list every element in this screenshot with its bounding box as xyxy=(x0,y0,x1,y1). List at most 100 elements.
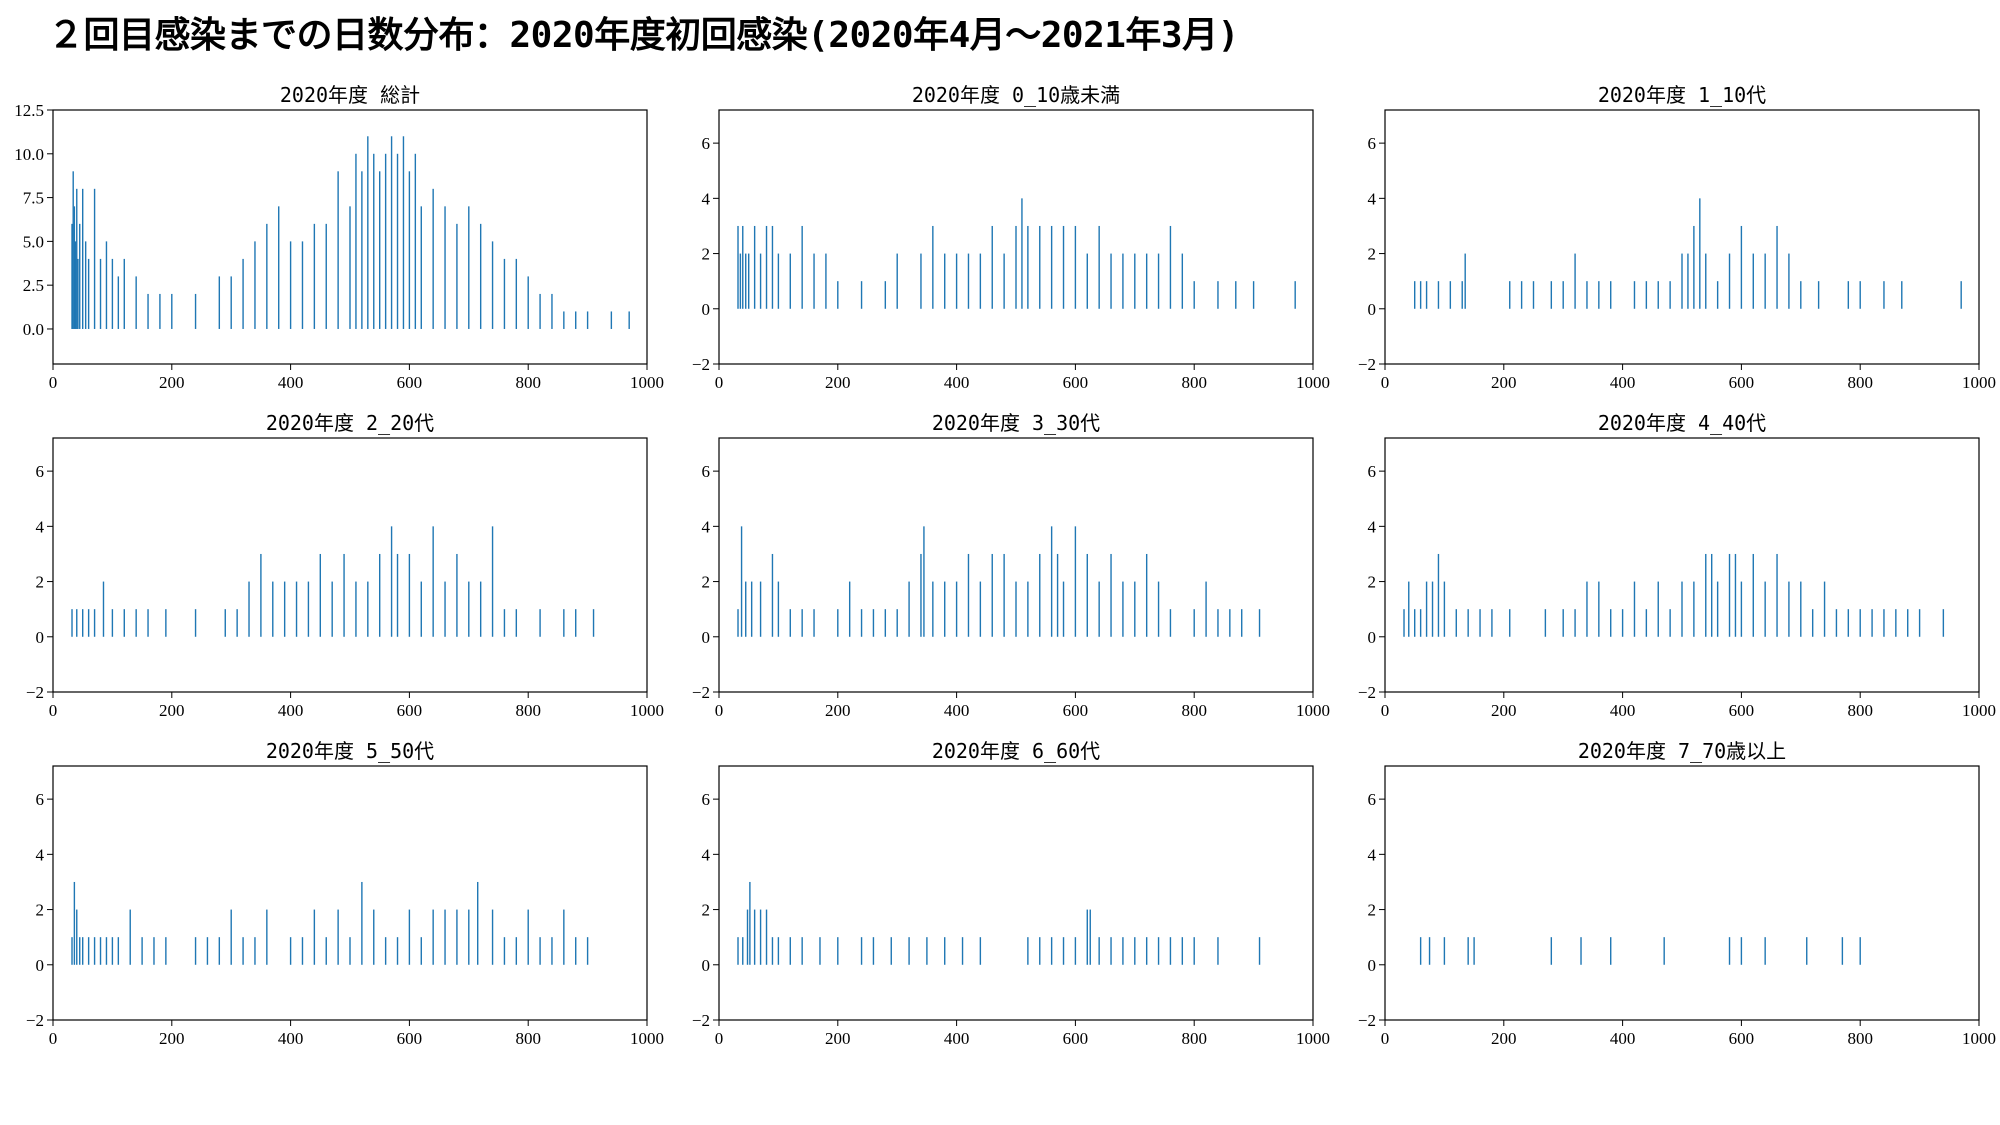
bar xyxy=(1039,553,1041,637)
x-tick-label: 400 xyxy=(278,1029,304,1048)
bar xyxy=(1425,581,1428,637)
bar xyxy=(373,909,375,965)
bar xyxy=(468,909,470,965)
plot-frame xyxy=(1384,109,1980,365)
bar xyxy=(1414,281,1416,309)
bar xyxy=(373,153,375,329)
x-tick-label: 600 xyxy=(1729,1029,1755,1048)
y-tick-label: 6 xyxy=(702,790,711,809)
bar xyxy=(444,206,446,329)
bar xyxy=(432,526,434,637)
bar xyxy=(765,225,768,309)
bar xyxy=(610,311,613,329)
bar xyxy=(789,253,791,309)
bar xyxy=(99,937,102,965)
bar xyxy=(1062,937,1065,965)
bar xyxy=(206,937,209,965)
bar xyxy=(539,609,541,637)
bar xyxy=(1681,253,1683,309)
bar xyxy=(1098,937,1100,965)
bar xyxy=(1428,937,1431,965)
x-tick-label: 0 xyxy=(1381,373,1390,392)
bar xyxy=(771,937,774,965)
bar xyxy=(379,171,381,329)
bar xyxy=(563,311,565,329)
y-tick-label: 10.0 xyxy=(14,145,44,164)
bar xyxy=(813,609,815,637)
bar xyxy=(1859,609,1861,637)
bar xyxy=(1169,937,1172,965)
bar xyxy=(84,241,87,329)
bar xyxy=(991,553,993,637)
bar xyxy=(367,136,369,329)
bar xyxy=(837,937,839,965)
bar xyxy=(444,581,446,637)
bar xyxy=(1467,937,1469,965)
bar xyxy=(1145,937,1148,965)
bar xyxy=(1716,281,1719,309)
bar xyxy=(266,223,268,329)
y-tick-label: −2 xyxy=(26,683,44,702)
bar xyxy=(944,253,946,309)
y-tick-label: −2 xyxy=(1358,355,1376,374)
bar xyxy=(194,937,197,965)
bar xyxy=(860,609,863,637)
bar xyxy=(860,937,863,965)
bar xyxy=(93,609,96,637)
x-tick-label: 0 xyxy=(1381,1029,1390,1048)
bar xyxy=(955,581,958,637)
y-tick-label: −2 xyxy=(692,683,710,702)
plot-frame xyxy=(1384,437,1980,693)
bar xyxy=(1716,581,1719,637)
bar xyxy=(1193,281,1195,309)
bar xyxy=(979,937,982,965)
bar xyxy=(944,581,946,637)
bar xyxy=(147,609,149,637)
bar xyxy=(165,609,167,637)
bar xyxy=(1544,609,1547,637)
bar xyxy=(313,223,316,329)
bar xyxy=(1907,609,1909,637)
bar xyxy=(272,581,274,637)
x-tick-label: 0 xyxy=(715,373,724,392)
bar xyxy=(1419,609,1422,637)
bar xyxy=(1181,253,1184,309)
bar xyxy=(739,253,742,309)
bar xyxy=(1633,581,1636,637)
bar xyxy=(592,609,595,637)
bar xyxy=(748,253,750,309)
bar xyxy=(503,609,506,637)
bar xyxy=(1574,253,1576,309)
bar xyxy=(1205,581,1207,637)
bar xyxy=(740,526,743,637)
x-tick-label: 1000 xyxy=(1962,373,1996,392)
bar xyxy=(1098,225,1100,309)
panel-title: 2020年度 7_70歳以上 xyxy=(1578,739,1786,763)
bar xyxy=(1728,553,1731,637)
bar xyxy=(1464,253,1466,309)
chart-panel: 2020年度 1_10代 0 200 400 600 800 1000 −2 0 2 4 6 xyxy=(1358,83,1996,392)
y-tick-label: 4 xyxy=(1368,845,1377,864)
x-tick-label: 600 xyxy=(1729,701,1755,720)
bar xyxy=(923,526,925,637)
bar xyxy=(1788,253,1790,309)
bar xyxy=(1681,581,1683,637)
bar xyxy=(1598,281,1600,309)
bar xyxy=(1134,937,1136,965)
y-tick-label: 6 xyxy=(702,462,711,481)
bar xyxy=(527,276,529,329)
y-tick-label: 2 xyxy=(702,573,711,592)
bar xyxy=(819,937,821,965)
y-tick-label: 0 xyxy=(1368,300,1377,319)
bar xyxy=(1089,909,1091,965)
y-tick-label: 2 xyxy=(1368,245,1377,264)
bar xyxy=(979,581,982,637)
bar xyxy=(742,225,744,309)
bar xyxy=(414,153,417,329)
bar xyxy=(1491,609,1493,637)
bar xyxy=(1817,281,1820,309)
y-tick-label: −2 xyxy=(1358,1011,1376,1030)
y-tick-label: 2 xyxy=(702,901,711,920)
bar xyxy=(813,253,815,309)
x-tick-label: 1000 xyxy=(630,373,664,392)
